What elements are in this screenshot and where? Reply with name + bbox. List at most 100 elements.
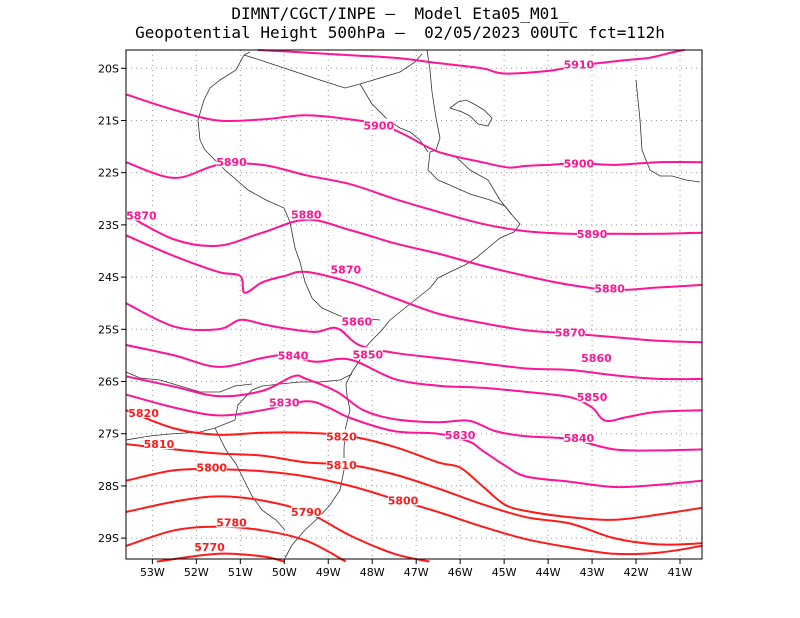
contour-label-bg bbox=[216, 155, 247, 168]
contour-5770 bbox=[156, 552, 285, 563]
border bbox=[214, 427, 286, 531]
contour-label-bg bbox=[563, 156, 594, 169]
contour-label: 5880 bbox=[291, 208, 322, 221]
x-tick-label: 42W bbox=[624, 566, 649, 579]
contour-label-bg bbox=[341, 314, 372, 327]
contour-label: 5860 bbox=[342, 315, 373, 328]
contour-5860 bbox=[125, 302, 703, 381]
contour-label: 5830 bbox=[445, 429, 476, 442]
contour-label-bg bbox=[143, 437, 174, 450]
contour-label: 5870 bbox=[555, 326, 586, 339]
contour-label-bg bbox=[352, 347, 383, 360]
contour-label-layer: 5910 5900 5900 5890 5890 5880 5880 5870 5870 5870… bbox=[126, 57, 625, 554]
contour-5830 bbox=[125, 393, 703, 489]
contour-label-bg bbox=[278, 348, 309, 361]
contour-label: 5890 bbox=[216, 156, 247, 169]
border bbox=[197, 51, 381, 321]
contour-label: 5830 bbox=[269, 396, 300, 409]
y-tick-label: 28S bbox=[98, 480, 119, 493]
contour-label: 5900 bbox=[564, 157, 595, 170]
x-tick-label: 47W bbox=[404, 566, 429, 579]
y-tick-label: 23S bbox=[98, 219, 119, 232]
contour-5910 bbox=[257, 49, 685, 75]
contour-5820 bbox=[125, 409, 703, 521]
inland-water bbox=[449, 99, 493, 127]
contour-label: 5780 bbox=[216, 516, 247, 529]
contour-label: 5810 bbox=[326, 459, 357, 472]
contour-label: 5850 bbox=[577, 391, 608, 404]
contour-label-bg bbox=[330, 262, 361, 275]
contour-5890 bbox=[125, 161, 703, 235]
contour-label: 5790 bbox=[291, 506, 322, 519]
contour-label: 5820 bbox=[326, 430, 357, 443]
contour-label-bg bbox=[577, 390, 608, 403]
contour-label-bg bbox=[126, 208, 157, 221]
contour-layer bbox=[125, 49, 703, 563]
contour-label: 5870 bbox=[331, 263, 362, 276]
y-tick-label: 20S bbox=[98, 62, 119, 75]
contour-label-bg bbox=[363, 118, 394, 131]
chart-title: DIMNT/CGCT/INPE – Model Eta05_M01_ bbox=[231, 4, 569, 23]
contour-label-bg bbox=[128, 405, 159, 418]
contour-label-bg bbox=[216, 515, 247, 528]
contour-5810 bbox=[125, 443, 703, 546]
border bbox=[359, 83, 429, 153]
y-tick-label: 25S bbox=[98, 323, 119, 336]
x-tick-label: 44W bbox=[536, 566, 561, 579]
axis-layer: 53W 52W 51W 50W 49W 48W 47W 46W 45W 44W 43W 42W 41W 2… bbox=[98, 62, 693, 579]
contour-label: 5840 bbox=[564, 432, 595, 445]
contour-label-bg bbox=[445, 427, 476, 440]
x-tick-label: 43W bbox=[580, 566, 605, 579]
contour-label: 5880 bbox=[594, 283, 625, 296]
x-tick-label: 46W bbox=[448, 566, 473, 579]
chart-subtitle: Geopotential Height 500hPa – 02/05/2023 … bbox=[135, 23, 665, 42]
border bbox=[635, 79, 701, 183]
contour-5840 bbox=[125, 374, 703, 452]
contour-label-bg bbox=[388, 493, 419, 506]
x-tick-label: 51W bbox=[228, 566, 253, 579]
contour-label: 5840 bbox=[278, 349, 309, 362]
contour-label-bg bbox=[326, 458, 357, 471]
contour-label-bg bbox=[326, 429, 357, 442]
contour-label-bg bbox=[291, 505, 322, 518]
contour-label: 5810 bbox=[144, 438, 175, 451]
x-tick-label: 41W bbox=[668, 566, 693, 579]
contour-label-bg bbox=[196, 460, 227, 473]
contour-5880 bbox=[125, 213, 703, 292]
border bbox=[125, 371, 253, 393]
contour-label: 5890 bbox=[577, 228, 608, 241]
contour-label-bg bbox=[269, 395, 300, 408]
contour-label: 5800 bbox=[388, 495, 419, 508]
contour-label-bg bbox=[555, 325, 586, 338]
contour-label-bg bbox=[577, 226, 608, 239]
x-tick-label: 48W bbox=[360, 566, 385, 579]
coastline bbox=[284, 49, 521, 559]
contour-5900 bbox=[125, 93, 703, 169]
contour-5850 bbox=[125, 344, 703, 423]
contour-label: 5770 bbox=[194, 541, 225, 554]
contour-label-bg bbox=[563, 430, 594, 443]
contour-label: 5820 bbox=[128, 407, 159, 420]
x-tick-label: 50W bbox=[272, 566, 297, 579]
contour-label: 5850 bbox=[353, 348, 384, 361]
contour-label-bg bbox=[594, 281, 625, 294]
y-tick-label: 27S bbox=[98, 428, 119, 441]
contour-label-bg bbox=[581, 351, 612, 364]
y-tick-label: 26S bbox=[98, 376, 119, 389]
contour-label: 5870 bbox=[126, 209, 157, 222]
contour-label: 5860 bbox=[581, 352, 612, 365]
border bbox=[243, 53, 423, 89]
contour-label-bg bbox=[194, 539, 225, 552]
contour-5780 bbox=[125, 525, 347, 563]
x-tick-label: 52W bbox=[184, 566, 209, 579]
contour-label-bg bbox=[563, 57, 594, 70]
plot-frame bbox=[125, 49, 703, 560]
x-tick-label: 53W bbox=[140, 566, 165, 579]
y-tick-label: 29S bbox=[98, 532, 119, 545]
x-tick-label: 49W bbox=[316, 566, 341, 579]
contour-5790 bbox=[125, 495, 430, 563]
y-tick-label: 21S bbox=[98, 114, 119, 127]
contour-label: 5800 bbox=[196, 462, 227, 475]
